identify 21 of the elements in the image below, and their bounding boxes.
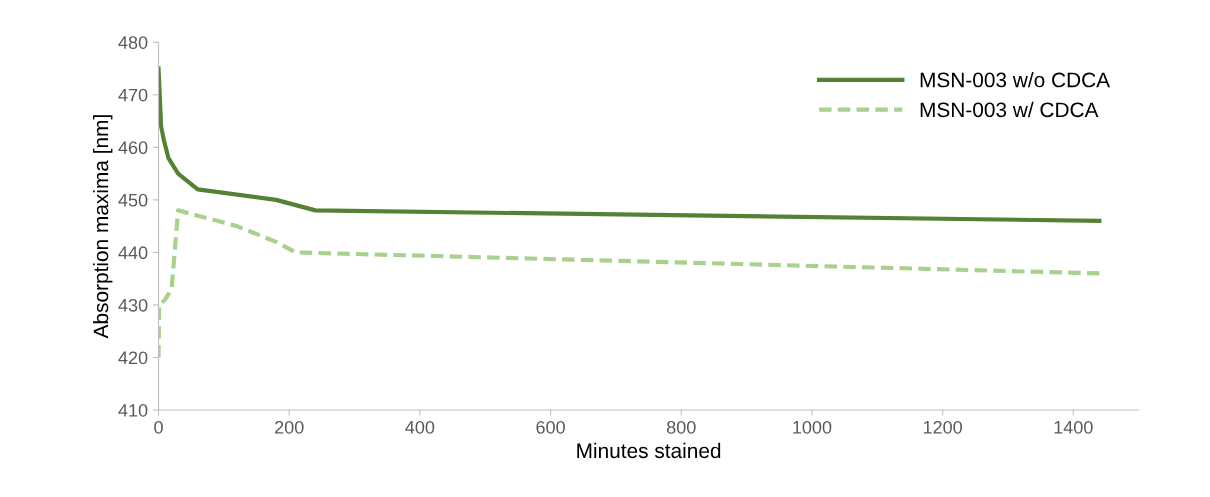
y-tick-label: 440: [118, 246, 148, 260]
y-tick-label: 480: [118, 36, 148, 49]
x-tick-label: 600: [536, 420, 565, 434]
y-tick-label: 460: [118, 141, 148, 155]
y-tick-label: 430: [118, 298, 148, 312]
x-tick-label: 400: [405, 420, 435, 434]
x-tick-label: 1200: [923, 420, 962, 434]
legend-label: MSN-003 w/o CDCA: [920, 72, 1111, 88]
x-tick-label: 0: [154, 420, 163, 434]
line-series: [158, 208, 1102, 360]
x-tick-label: 1000: [793, 420, 832, 434]
x-tick-label: 800: [666, 420, 696, 434]
y-tick-label: 470: [118, 88, 148, 102]
y-tick-label: 410: [118, 403, 148, 417]
x-tick-label: 1400: [1054, 420, 1093, 434]
legend-label: MSN-003 w/ CDCA: [920, 101, 1099, 118]
y-tick-label: 420: [118, 351, 148, 365]
y-axis-title: Absorption maxima [nm]: [93, 115, 113, 339]
x-axis-title: Minutes stained: [577, 442, 721, 459]
y-tick-label: 450: [118, 193, 148, 207]
x-tick-label: 200: [275, 420, 304, 434]
